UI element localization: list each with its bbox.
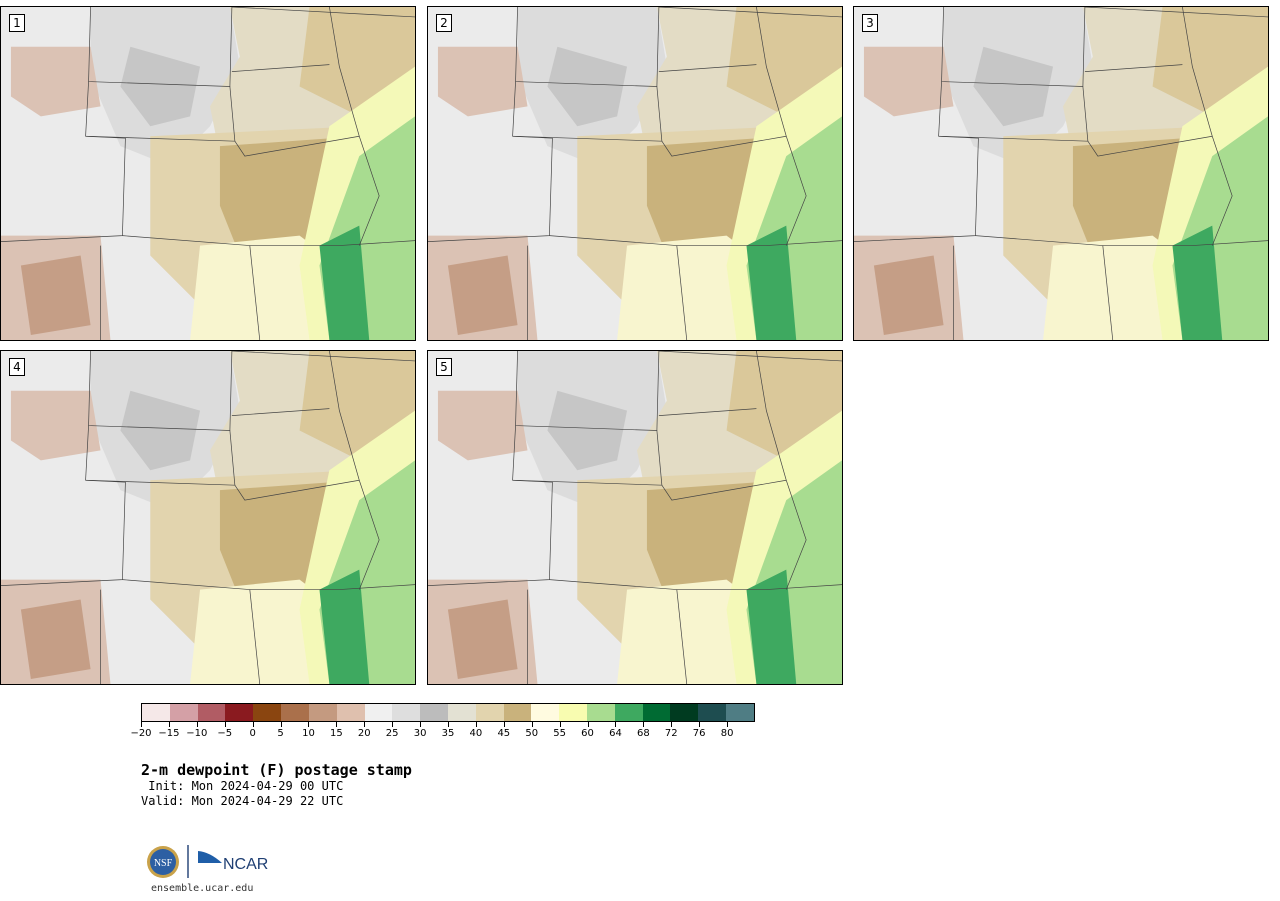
colorbar-tick-label: 10 [302, 728, 315, 739]
colorbar-tick-mark [308, 722, 310, 727]
colorbar-swatch-21 [726, 704, 754, 721]
colorbar-tick-mark [364, 722, 366, 727]
panel-label: 1 [9, 14, 25, 32]
colorbar-tick-mark [727, 722, 729, 727]
colorbar-swatch-3 [225, 704, 254, 721]
colorbar-tick-label: 40 [469, 728, 483, 739]
colorbar-tick-mark [420, 722, 422, 727]
colorbar-tick-label: 5 [277, 728, 284, 739]
colorbar-tick-mark [168, 722, 170, 727]
colorbar-swatch-0 [142, 704, 170, 721]
colorbar-tick-mark [531, 722, 533, 727]
map-panel-5: 5 [427, 350, 843, 685]
colorbar-tick-mark [336, 722, 338, 727]
panel-label: 4 [9, 358, 25, 376]
colorbar-tick-mark [196, 722, 198, 727]
colorbar-tick-label: 20 [357, 728, 371, 739]
colorbar-swatch-8 [364, 704, 393, 721]
map-panel-3: 3 [853, 6, 1269, 341]
map-panel-2: 2 [427, 6, 843, 341]
colorbar-swatch-17 [614, 704, 643, 721]
colorbar-tick-mark [252, 722, 254, 727]
colorbar-tick-label: 25 [385, 728, 399, 739]
colorbar-tick-mark [559, 722, 561, 727]
chart-title: 2-m dewpoint (F) postage stamp [141, 761, 412, 779]
colorbar-tick-label: 64 [609, 728, 622, 739]
colorbar-tick-label: −15 [158, 728, 180, 739]
colorbar-tick-label: 55 [553, 728, 566, 739]
colorbar-swatch-20 [698, 704, 727, 721]
colorbar-swatch-7 [336, 704, 365, 721]
colorbar-tick-mark [587, 722, 589, 727]
colorbar-tick-mark [475, 722, 477, 727]
colorbar-ticks: −20 −15 −10 −5 0 5 10 15 20 25 30 35 40 45 50 55 60 64 68 7… [130, 722, 755, 742]
nsf-text: NSF [154, 858, 173, 869]
ncar-text: NCAR [223, 856, 268, 873]
colorbar-swatch-11 [447, 704, 476, 721]
colorbar-tick-mark [224, 722, 226, 727]
colorbar-swatch-15 [559, 704, 587, 721]
colorbar-tick-mark [448, 722, 449, 727]
colorbar-swatch-10 [420, 704, 448, 721]
colorbar-swatch-18 [642, 704, 671, 721]
colorbar-swatch-9 [392, 704, 421, 721]
map-panel-1: 1 [0, 6, 416, 341]
colorbar-tick-label: 45 [497, 728, 511, 739]
colorbar-tick-label: −5 [217, 728, 233, 739]
map-panel-4: 4 [0, 350, 416, 685]
nsf-logo-icon: NSF [147, 846, 179, 878]
colorbar-tick-label: 30 [413, 728, 427, 739]
colorbar-tick-label: 50 [525, 728, 539, 739]
colorbar-swatch-12 [475, 704, 504, 721]
init-time: Init: Mon 2024-04-29 00 UTC [141, 779, 344, 793]
colorbar-tick-mark [503, 722, 505, 727]
colorbar-tick-label: 80 [720, 728, 734, 739]
colorbar-tick-label: 72 [664, 728, 678, 739]
colorbar-tick-label: 0 [249, 728, 256, 739]
colorbar-swatch-1 [169, 704, 198, 721]
colorbar-tick-label: −10 [186, 728, 208, 739]
colorbar-tick-mark [615, 722, 617, 727]
colorbar-tick-label: 68 [636, 728, 650, 739]
colorbar-swatch-6 [308, 704, 337, 721]
colorbar-tick-label: 76 [692, 728, 706, 739]
colorbar-tick-label: 15 [329, 728, 343, 739]
website-url: ensemble.ucar.edu [151, 883, 254, 894]
colorbar-swatch-16 [587, 704, 615, 721]
valid-time: Valid: Mon 2024-04-29 22 UTC [141, 794, 344, 808]
ncar-logo-icon: NCAR [198, 851, 268, 873]
colorbar-swatch-5 [281, 704, 309, 721]
colorbar-swatch-4 [253, 704, 282, 721]
colorbar-swatch-14 [531, 704, 560, 721]
colorbar-swatch-13 [503, 704, 532, 721]
colorbar-tick-mark [392, 722, 394, 727]
colorbar [141, 703, 755, 722]
panel-label: 3 [862, 14, 878, 32]
colorbar-tick-mark [671, 722, 673, 727]
colorbar-tick-label: 35 [441, 728, 455, 739]
colorbar-tick-mark [643, 722, 645, 727]
panel-label: 2 [436, 14, 452, 32]
logos: NSF NCAR [144, 842, 276, 882]
colorbar-tick-mark [141, 722, 142, 727]
colorbar-swatch-19 [670, 704, 699, 721]
colorbar-tick-mark [280, 722, 282, 727]
colorbar-tick-label: 60 [581, 728, 594, 739]
colorbar-tick-mark [699, 722, 701, 727]
panel-label: 5 [436, 358, 452, 376]
colorbar-swatch-2 [197, 704, 226, 721]
colorbar-tick-label: −20 [130, 728, 152, 739]
